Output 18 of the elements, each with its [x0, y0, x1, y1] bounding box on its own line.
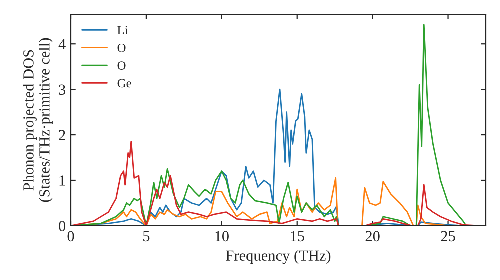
y-tick-label: 0 — [59, 221, 66, 232]
x-axis-title: Frequency (THz) — [226, 250, 331, 264]
x-tick-label: 0 — [68, 231, 74, 242]
legend-label: O — [118, 62, 126, 70]
y-tick-label: 1 — [60, 176, 66, 186]
x-tick-label: 10 — [216, 231, 229, 242]
line-series — [71, 141, 480, 226]
y-tick-label: 4 — [58, 39, 66, 50]
y-tick-label: 2 — [59, 130, 66, 140]
x-tick-label: 15 — [291, 231, 304, 242]
legend-label: Ge — [118, 79, 132, 88]
x-tick-label: 20 — [366, 231, 380, 242]
y-axis-title: Phonon projected DOS (States/THz·primitive cell) — [23, 38, 53, 202]
legend-label: O — [118, 44, 126, 52]
x-tick-label: 5 — [144, 231, 150, 242]
legend-label: Li — [118, 26, 128, 35]
y-tick-label: 3 — [59, 84, 66, 96]
x-tick-label: 25 — [441, 231, 456, 242]
